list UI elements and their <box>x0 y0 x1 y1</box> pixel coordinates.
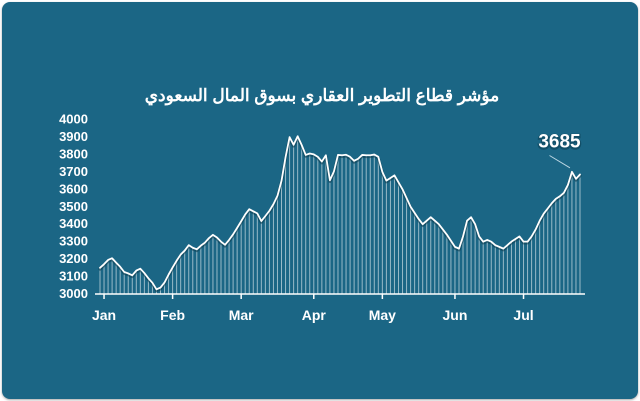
svg-text:3685: 3685 <box>538 132 581 153</box>
svg-text:Feb: Feb <box>160 307 185 323</box>
svg-text:3800: 3800 <box>59 146 88 161</box>
svg-text:3600: 3600 <box>59 181 88 196</box>
svg-text:4000: 4000 <box>59 112 88 127</box>
svg-text:Apr: Apr <box>302 307 327 323</box>
svg-text:3500: 3500 <box>59 199 88 214</box>
svg-text:3100: 3100 <box>59 269 88 284</box>
svg-text:3200: 3200 <box>59 251 88 266</box>
svg-text:Jul: Jul <box>513 307 533 323</box>
svg-text:3300: 3300 <box>59 234 88 249</box>
svg-text:3000: 3000 <box>59 286 88 301</box>
svg-text:3900: 3900 <box>59 129 88 144</box>
svg-text:Mar: Mar <box>229 307 254 323</box>
svg-text:May: May <box>369 307 396 323</box>
svg-text:Jun: Jun <box>443 307 468 323</box>
svg-text:3400: 3400 <box>59 216 88 231</box>
svg-text:3700: 3700 <box>59 164 88 179</box>
svg-text:Jan: Jan <box>92 307 116 323</box>
